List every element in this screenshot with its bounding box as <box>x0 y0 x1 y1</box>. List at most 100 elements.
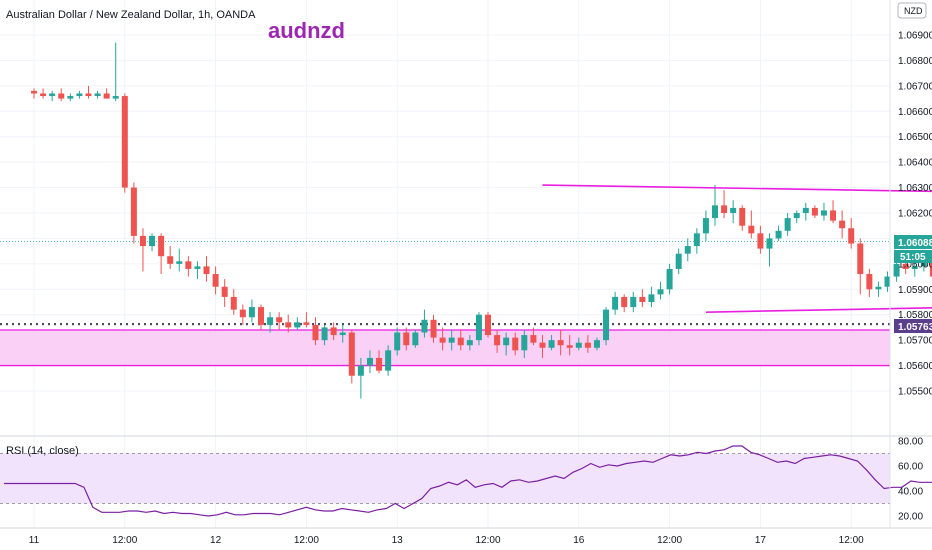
candle[interactable] <box>348 329 355 384</box>
trendline-upper[interactable] <box>542 184 932 229</box>
candle[interactable] <box>439 327 446 351</box>
candle[interactable] <box>666 263 673 295</box>
candle[interactable] <box>521 329 528 358</box>
candle[interactable] <box>730 200 737 224</box>
candle[interactable] <box>412 329 419 348</box>
candle[interactable] <box>167 246 174 269</box>
rsi-line[interactable] <box>4 445 932 517</box>
candle[interactable] <box>929 259 932 282</box>
candle[interactable] <box>557 329 564 356</box>
candle[interactable] <box>149 233 156 252</box>
candle[interactable] <box>421 309 428 338</box>
candle[interactable] <box>403 327 410 351</box>
candle[interactable] <box>693 228 700 254</box>
candle[interactable] <box>766 233 773 267</box>
candle[interactable] <box>630 291 637 313</box>
candle[interactable] <box>702 210 709 241</box>
candle[interactable] <box>639 289 646 308</box>
candle[interactable] <box>330 322 337 341</box>
support-zone[interactable] <box>0 329 890 366</box>
candle[interactable] <box>203 256 210 282</box>
candle[interactable] <box>875 281 882 297</box>
candle[interactable] <box>811 205 818 219</box>
candle[interactable] <box>67 93 74 102</box>
candle[interactable] <box>394 327 401 356</box>
candle[interactable] <box>757 225 764 254</box>
candle[interactable] <box>566 335 573 356</box>
candle[interactable] <box>285 314 292 333</box>
candle[interactable] <box>839 210 846 239</box>
candle[interactable] <box>321 324 328 346</box>
candle[interactable] <box>139 228 146 272</box>
candle[interactable] <box>103 88 110 99</box>
candle[interactable] <box>857 238 864 295</box>
candle[interactable] <box>548 335 555 351</box>
candle[interactable] <box>58 88 65 102</box>
candle[interactable] <box>357 357 364 399</box>
candle[interactable] <box>312 317 319 346</box>
candle[interactable] <box>31 88 37 99</box>
candle[interactable] <box>339 324 346 343</box>
candle[interactable] <box>366 350 373 374</box>
candle[interactable] <box>158 233 165 275</box>
candle[interactable] <box>539 335 546 358</box>
candle[interactable] <box>49 90 56 102</box>
candle[interactable] <box>130 182 137 244</box>
candle[interactable] <box>457 329 464 351</box>
candle[interactable] <box>230 289 237 315</box>
candle[interactable] <box>267 312 274 333</box>
candle[interactable] <box>830 200 837 224</box>
candle[interactable] <box>793 210 800 224</box>
candle[interactable] <box>303 312 310 328</box>
candle[interactable] <box>748 210 755 239</box>
candle[interactable] <box>258 304 264 330</box>
candle[interactable] <box>775 225 782 241</box>
candle[interactable] <box>530 327 537 346</box>
candle[interactable] <box>603 307 610 346</box>
candle[interactable] <box>448 329 455 351</box>
candle[interactable] <box>820 202 827 221</box>
candle[interactable] <box>121 93 128 193</box>
candle[interactable] <box>802 202 809 221</box>
candle[interactable] <box>212 266 219 295</box>
candle[interactable] <box>712 185 718 226</box>
candle[interactable] <box>621 294 628 313</box>
candle[interactable] <box>248 299 255 323</box>
candle[interactable] <box>593 337 600 351</box>
candle[interactable] <box>884 271 891 292</box>
candle[interactable] <box>612 291 619 315</box>
candle[interactable] <box>475 312 482 346</box>
rsi-pane[interactable] <box>0 435 932 529</box>
candle[interactable] <box>194 261 201 280</box>
candle[interactable] <box>385 345 392 376</box>
candle[interactable] <box>466 335 473 351</box>
candlestick-series[interactable] <box>31 42 932 399</box>
candle[interactable] <box>721 190 728 219</box>
candle[interactable] <box>911 261 918 277</box>
candle[interactable] <box>485 312 491 338</box>
candle[interactable] <box>584 335 591 353</box>
candle[interactable] <box>503 332 510 356</box>
candle[interactable] <box>784 213 791 236</box>
candle[interactable] <box>239 304 246 325</box>
candle[interactable] <box>866 268 873 297</box>
candle[interactable] <box>657 281 664 300</box>
candle[interactable] <box>176 248 183 272</box>
candle[interactable] <box>112 42 119 102</box>
candle[interactable] <box>294 317 301 330</box>
candle[interactable] <box>848 218 855 249</box>
candle[interactable] <box>276 312 283 330</box>
candle[interactable] <box>185 256 192 277</box>
candle[interactable] <box>430 314 437 343</box>
candle[interactable] <box>512 332 519 356</box>
currency-button[interactable]: NZD <box>897 2 927 19</box>
candle[interactable] <box>376 350 383 374</box>
candle[interactable] <box>575 337 582 351</box>
candle[interactable] <box>40 88 47 99</box>
candle[interactable] <box>675 248 682 275</box>
candle[interactable] <box>739 205 746 231</box>
candle[interactable] <box>648 286 655 308</box>
candle[interactable] <box>221 279 228 308</box>
candle[interactable] <box>94 90 101 99</box>
candle[interactable] <box>85 85 92 99</box>
